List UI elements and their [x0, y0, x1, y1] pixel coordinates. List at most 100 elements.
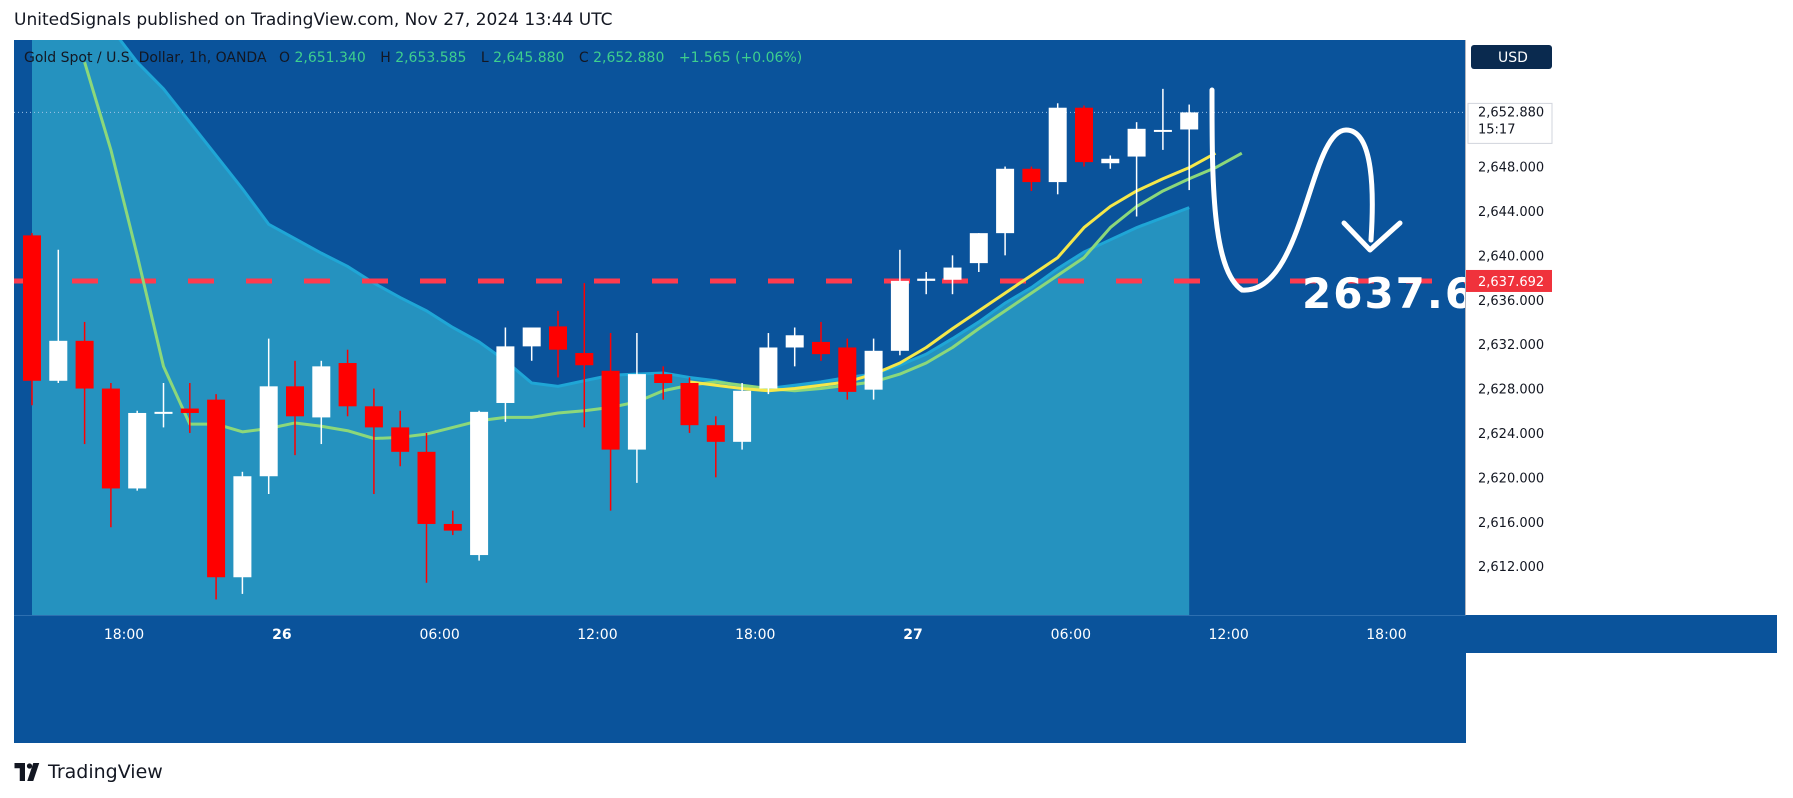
bearish-candle-body: [838, 347, 857, 392]
candle[interactable]: [259, 338, 278, 494]
candle[interactable]: [706, 416, 725, 478]
legend-open-label: O: [279, 50, 290, 66]
candle[interactable]: [549, 310, 567, 378]
time-tick-label: 12:00: [577, 627, 617, 643]
legend-low-value: 2,645.880: [493, 50, 564, 66]
candle[interactable]: [75, 321, 94, 445]
legend-low-label: L: [481, 50, 489, 66]
candle[interactable]: [391, 410, 410, 467]
candle[interactable]: [1180, 104, 1199, 191]
candle[interactable]: [969, 233, 988, 272]
bullish-candle-body: [522, 327, 541, 347]
candle[interactable]: [470, 410, 489, 561]
legend-open-value: 2,651.340: [294, 50, 365, 66]
candle[interactable]: [1022, 166, 1041, 191]
candle[interactable]: [759, 333, 778, 395]
candle[interactable]: [312, 360, 331, 445]
legend-close-value: 2,652.880: [593, 50, 664, 66]
legend-high-label: H: [380, 50, 391, 66]
bearish-candle-body: [549, 326, 567, 350]
candle[interactable]: [23, 233, 41, 406]
candle[interactable]: [917, 272, 936, 295]
candle[interactable]: [1048, 103, 1067, 195]
bullish-candle-body: [1127, 128, 1146, 157]
candle[interactable]: [733, 383, 752, 450]
bearish-candle-body: [286, 386, 304, 417]
bullish-candle-body: [128, 412, 147, 489]
bearish-candle-body: [601, 370, 620, 450]
bullish-candle-body: [785, 335, 804, 348]
candle[interactable]: [128, 410, 147, 491]
candle[interactable]: [812, 321, 830, 361]
bearish-candle-body: [101, 388, 120, 489]
candle[interactable]: [1075, 105, 1093, 167]
bullish-candle-body: [49, 340, 68, 381]
svg-text:Gold Spot / U.S. Dollar, 1h, O: Gold Spot / U.S. Dollar, 1h, OANDA O 2,6…: [24, 50, 802, 66]
chart-frame[interactable]: 2637.6 2,612.000 2,616.000 2,620.000 2,624.…: [14, 40, 1777, 743]
candle[interactable]: [943, 255, 962, 295]
bullish-candle-body: [733, 390, 752, 442]
legend-symbol: Gold Spot / U.S. Dollar, 1h, OANDA: [24, 50, 267, 66]
candle[interactable]: [1127, 122, 1146, 217]
candle[interactable]: [364, 388, 383, 494]
price-tick-label: 2,628.000: [1478, 383, 1544, 398]
candle[interactable]: [627, 333, 646, 483]
time-axis-labels: 18:00 26 06:00 12:00 18:00 27 06:00 12:00 18:00: [104, 627, 1407, 643]
candle[interactable]: [654, 366, 673, 400]
candle[interactable]: [233, 471, 252, 594]
candle[interactable]: [417, 432, 436, 583]
candle[interactable]: [443, 510, 462, 536]
time-tick-label: 26: [272, 627, 291, 643]
candle[interactable]: [785, 327, 804, 367]
candle[interactable]: [101, 383, 120, 528]
legend-high-value: 2,653.585: [395, 50, 466, 66]
bearish-candle-body: [338, 363, 357, 407]
candle[interactable]: [838, 338, 857, 400]
candle[interactable]: [601, 333, 620, 511]
candle[interactable]: [180, 383, 199, 433]
time-tick-label: 18:00: [1366, 627, 1406, 643]
candle[interactable]: [864, 338, 883, 400]
candle[interactable]: [496, 327, 515, 422]
bullish-candle-body: [943, 267, 962, 280]
bullish-candle-body: [496, 346, 515, 403]
bearish-candle-body: [1075, 107, 1093, 163]
tradingview-footer[interactable]: TradingView: [14, 761, 163, 783]
level-price-tag: [1466, 269, 1552, 292]
bullish-candle-body: [890, 280, 909, 351]
price-axis-divider: [1465, 40, 1466, 615]
publisher-line: UnitedSignals published on TradingView.c…: [14, 10, 613, 30]
candle-layer: [23, 88, 1199, 600]
candle[interactable]: [680, 377, 699, 433]
cloud-layer: [32, 40, 1190, 615]
time-tick-label: 06:00: [419, 627, 459, 643]
candle[interactable]: [338, 349, 357, 417]
price-tick-label: 2,644.000: [1478, 205, 1544, 220]
candle[interactable]: [154, 383, 173, 428]
bearish-candle-body: [23, 235, 41, 381]
bullish-candle-body: [1180, 112, 1199, 130]
symbol-legend: Gold Spot / U.S. Dollar, 1h, OANDA O 2,6…: [24, 50, 802, 66]
bearish-candle-body: [417, 451, 436, 524]
candle[interactable]: [207, 394, 226, 600]
candle[interactable]: [286, 360, 304, 456]
price-tick-label: 2,632.000: [1478, 338, 1544, 353]
candle[interactable]: [890, 249, 909, 356]
candle[interactable]: [522, 327, 541, 361]
candle[interactable]: [996, 166, 1015, 256]
time-axis-background: [14, 615, 1777, 653]
bearish-candle-body: [364, 406, 383, 428]
time-tick-label: 12:00: [1208, 627, 1248, 643]
bullish-candle-body: [233, 476, 252, 578]
bullish-candle-body: [1153, 129, 1172, 132]
tradingview-brand: TradingView: [48, 761, 163, 783]
bullish-candle-body: [259, 386, 278, 477]
candle[interactable]: [1153, 88, 1172, 150]
bearish-candle-body: [706, 425, 725, 442]
candle[interactable]: [575, 283, 594, 428]
currency-button[interactable]: [1471, 45, 1552, 69]
bullish-candle-body: [1101, 158, 1120, 164]
candle[interactable]: [49, 249, 68, 383]
price-chart[interactable]: 2637.6 2,612.000 2,616.000 2,620.000 2,624.…: [14, 40, 1777, 743]
candle[interactable]: [1101, 155, 1120, 169]
